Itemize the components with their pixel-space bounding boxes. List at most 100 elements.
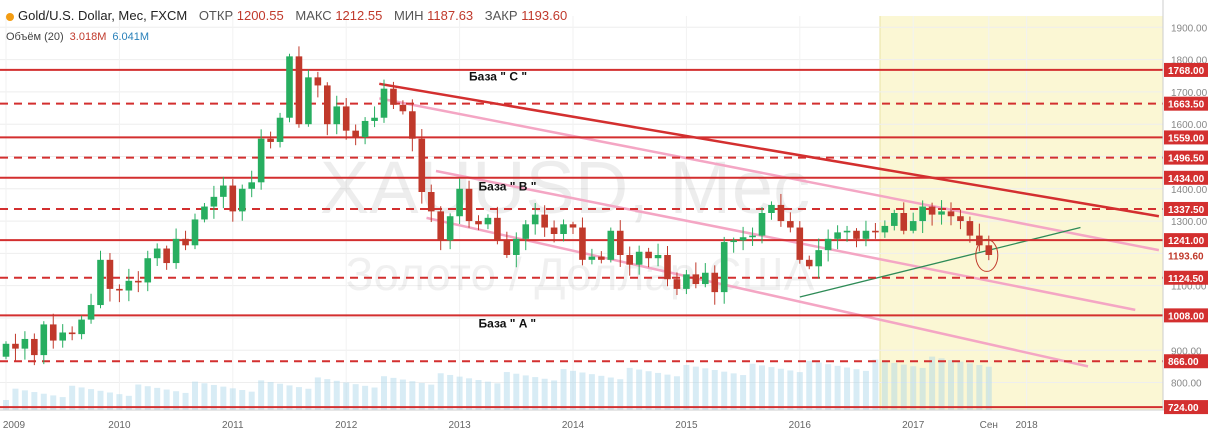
open-label: ОТКР (198, 8, 234, 23)
volume-bar (201, 383, 208, 410)
candle-body (862, 230, 870, 239)
candle-body (49, 324, 57, 341)
candle-body (815, 250, 822, 267)
candle-body (805, 259, 813, 267)
y-tick-label: 1100.00 (1171, 282, 1207, 293)
candle-body (919, 206, 926, 222)
volume-bar (154, 387, 161, 410)
candle-body (522, 224, 530, 239)
volume-bar (853, 369, 860, 410)
volume-bar (702, 368, 709, 410)
candle-body (645, 251, 652, 259)
level-price-tag-text: 1124.50 (1168, 274, 1204, 285)
volume-bar (428, 384, 435, 410)
resistance-trend-line (379, 82, 1160, 218)
volume-bar (570, 370, 576, 410)
level-price-tag (1164, 170, 1208, 185)
candle-body (399, 104, 407, 112)
y-tick-label: 800.00 (1171, 379, 1202, 390)
channel-upper-line (379, 97, 1160, 252)
high-label: МАКС (295, 8, 332, 23)
candle-body (182, 238, 189, 246)
y-tick-label: 1900.00 (1171, 23, 1208, 34)
candle-body (390, 88, 397, 105)
volume-bar (777, 368, 784, 410)
volume-bar (277, 383, 284, 410)
volume-bar (636, 369, 643, 410)
level-price-tag-text: 1559.00 (1168, 133, 1205, 144)
candle-body (40, 324, 48, 356)
x-tick-label: 2009 (3, 420, 26, 431)
channel-lower-line (426, 216, 1089, 368)
open-value: 1200.55 (236, 8, 284, 23)
candle-body (135, 280, 142, 283)
candle-body (598, 256, 605, 260)
candle-body (295, 56, 303, 125)
level-price-tag (1164, 201, 1208, 216)
candle-body (465, 188, 473, 222)
volume-bar (116, 394, 123, 410)
volume-bar (730, 373, 737, 410)
volume-bar (248, 391, 255, 410)
volume-bar (579, 372, 586, 410)
volume-bar (749, 363, 756, 410)
candle-body (824, 238, 832, 251)
volume-series (3, 356, 992, 410)
volume-bar (796, 372, 803, 410)
forecast-zone (880, 16, 1163, 410)
volume-bar (551, 380, 558, 410)
candle-body (371, 117, 378, 121)
volume-bar (399, 379, 406, 410)
candle-body (881, 225, 889, 233)
volume-bar (513, 373, 520, 410)
volume-bar (494, 383, 501, 410)
volume-bar (295, 387, 302, 410)
candle-body (683, 274, 690, 289)
volume-bar (929, 356, 936, 410)
volume-bar (69, 385, 76, 410)
candle-body (87, 305, 95, 320)
candle-body (116, 288, 123, 291)
candle-body (768, 204, 775, 213)
volume-bar (711, 370, 718, 410)
x-tick-label: 2013 (448, 420, 471, 431)
volume-bar (683, 364, 690, 410)
candle-body (739, 237, 747, 241)
volume-bar (324, 379, 331, 410)
candle-body (626, 254, 633, 265)
x-tick-labels: 2009 2010 2011 2012 2013 2014 2015 2016 2017 2018… (3, 420, 1038, 431)
volume-bar (891, 362, 898, 410)
volume-bar (267, 382, 274, 410)
level-price-tag (1164, 400, 1208, 415)
level-price-tag (1164, 270, 1208, 285)
level-price-tag-text: 724.00 (1168, 403, 1199, 414)
volume-value-1: 3.018M (69, 31, 107, 43)
volume-bar (844, 367, 851, 410)
volume-bar (163, 389, 170, 410)
volume-bar (976, 365, 983, 410)
level-price-tag-text: 1496.50 (1168, 154, 1205, 165)
candle-body (579, 227, 586, 260)
candle-body (976, 235, 983, 246)
candle-body (324, 85, 331, 125)
volume-bar (88, 389, 95, 410)
candle-body (427, 192, 435, 212)
level-price-tag-text: 1337.50 (1168, 205, 1205, 216)
candle-body (201, 206, 208, 220)
candle-body (938, 211, 945, 215)
candle-body (777, 204, 785, 222)
y-tick-label: 1600.00 (1171, 120, 1208, 131)
candle-body (418, 138, 426, 193)
x-tick-label: 2015 (675, 420, 698, 431)
volume-bar (721, 371, 728, 410)
candle-body (59, 332, 66, 341)
volume-bar (626, 367, 633, 410)
level-annotation: База " C " (469, 70, 527, 84)
volume-bar (418, 382, 425, 410)
x-tick-label: 2012 (335, 420, 358, 431)
x-tick-label: 2017 (902, 420, 925, 431)
candle-body (560, 224, 567, 234)
volume-bar (957, 361, 964, 410)
low-value: 1187.63 (427, 8, 474, 23)
